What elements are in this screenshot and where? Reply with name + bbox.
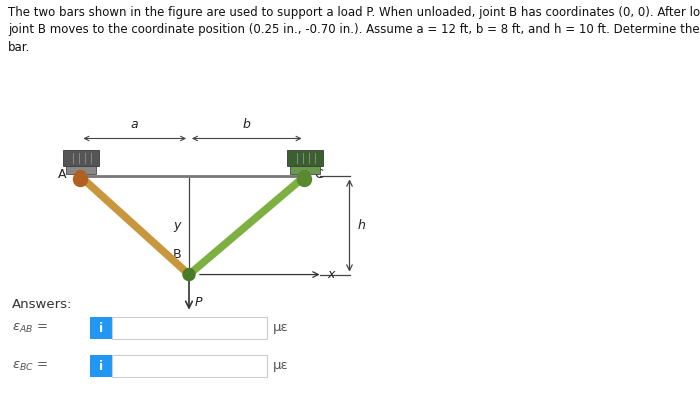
Text: b: b: [243, 119, 251, 131]
Text: Answers:: Answers:: [12, 298, 72, 311]
Text: The two bars shown in the figure are used to support a load P. When unloaded, jo: The two bars shown in the figure are use…: [8, 6, 700, 54]
Bar: [290, 166, 319, 174]
Text: με: με: [273, 359, 288, 372]
Text: a: a: [131, 119, 139, 131]
Bar: [62, 151, 99, 166]
Circle shape: [298, 171, 311, 183]
Circle shape: [74, 173, 88, 186]
Text: y: y: [174, 219, 181, 232]
Bar: [112, 355, 267, 377]
Text: i: i: [99, 359, 103, 372]
Circle shape: [74, 171, 87, 183]
Text: $\varepsilon_{AB}$ =: $\varepsilon_{AB}$ =: [12, 322, 48, 334]
Text: x: x: [328, 268, 335, 281]
Text: P: P: [195, 296, 202, 309]
Bar: [90, 317, 112, 339]
Bar: [66, 166, 95, 174]
Text: $\varepsilon_{BC}$ =: $\varepsilon_{BC}$ =: [12, 359, 48, 373]
Text: C: C: [314, 168, 323, 181]
Circle shape: [298, 173, 312, 186]
Text: h: h: [358, 219, 365, 232]
Text: i: i: [99, 322, 103, 334]
Text: B: B: [172, 248, 181, 260]
Text: A: A: [58, 168, 66, 181]
Circle shape: [183, 269, 195, 280]
Text: με: με: [273, 322, 288, 334]
Bar: [112, 317, 267, 339]
Bar: [90, 355, 112, 377]
Bar: [286, 151, 323, 166]
